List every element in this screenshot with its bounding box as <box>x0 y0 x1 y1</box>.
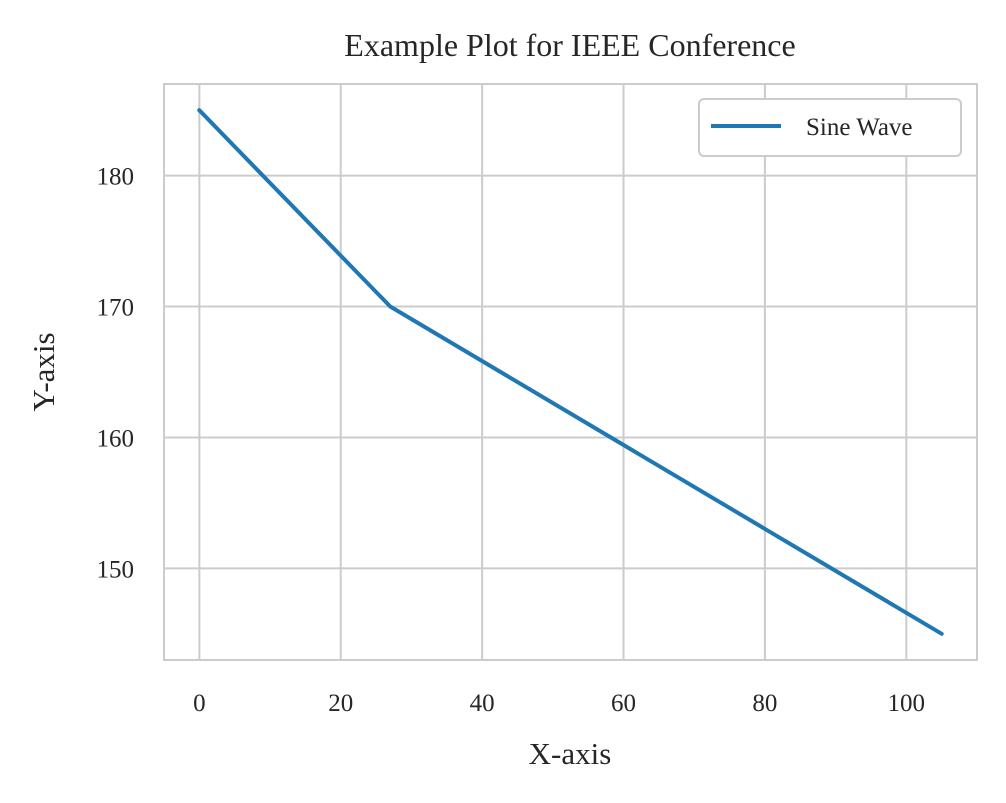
x-tick-label: 60 <box>611 690 636 717</box>
series-line-sine-wave <box>197 108 944 636</box>
y-tick-label: 160 <box>97 425 135 452</box>
y-tick-label: 180 <box>97 164 135 191</box>
tick-labels: 0 20 40 60 80 100 150 160 170 180 <box>97 164 926 717</box>
plot-frame <box>163 83 978 661</box>
series-layer <box>197 108 944 636</box>
legend: Sine Wave <box>698 98 962 157</box>
y-tick-label: 150 <box>97 556 135 583</box>
grid <box>164 84 977 660</box>
x-tick-label: 20 <box>328 690 353 717</box>
x-tick-label: 80 <box>752 690 777 717</box>
chart-title: Example Plot for IEEE Conference <box>344 27 795 63</box>
legend-label-sine-wave: Sine Wave <box>806 114 913 141</box>
x-tick-label: 0 <box>193 690 206 717</box>
y-tick-label: 170 <box>97 295 135 322</box>
x-axis-label: X-axis <box>529 736 612 771</box>
y-axis-label: Y-axis <box>26 332 61 411</box>
x-tick-label: 100 <box>888 690 926 717</box>
x-tick-label: 40 <box>470 690 495 717</box>
legend-box <box>698 98 962 157</box>
